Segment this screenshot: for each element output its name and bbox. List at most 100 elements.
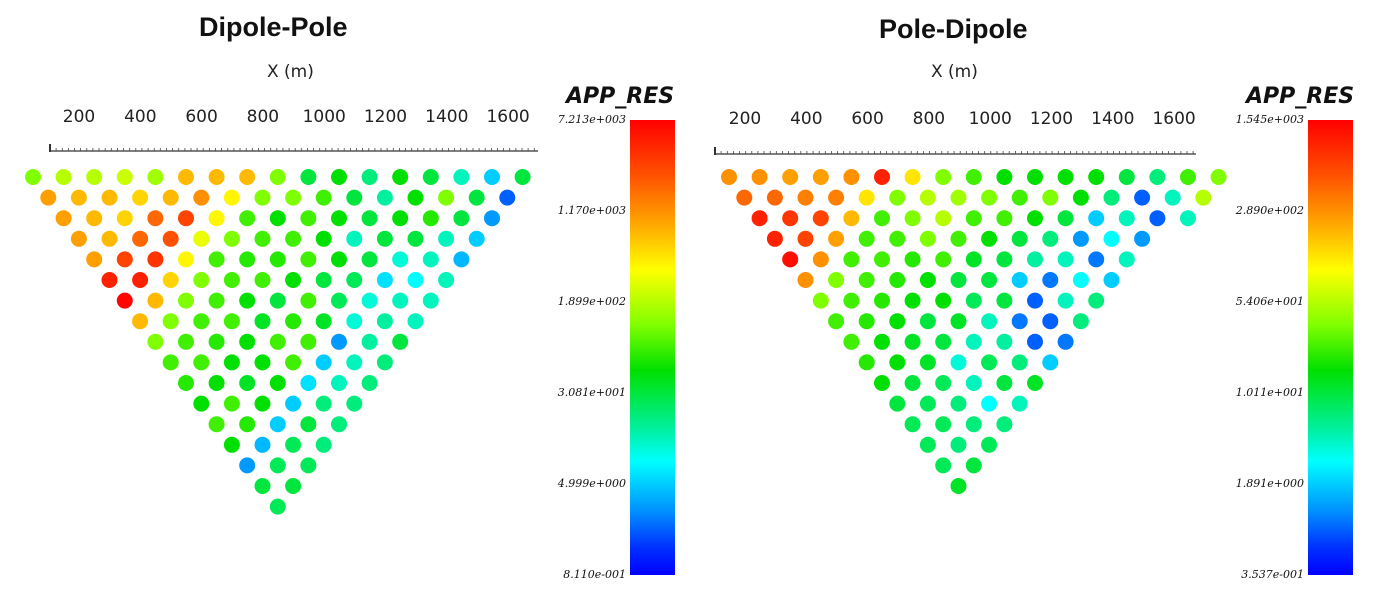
data-point: [843, 333, 860, 350]
data-point: [468, 189, 485, 206]
colorbar-tick-label: 5.406e+001: [1235, 295, 1304, 308]
data-point: [300, 333, 317, 350]
data-point: [239, 292, 256, 309]
data-point: [812, 292, 829, 309]
data-point: [904, 333, 921, 350]
data-point: [1088, 210, 1105, 227]
data-point: [269, 292, 286, 309]
data-point: [40, 189, 57, 206]
data-point: [285, 478, 302, 494]
data-point: [315, 230, 332, 247]
x-tick-label: 1400: [1091, 109, 1134, 129]
data-point: [858, 354, 875, 371]
data-point: [269, 251, 286, 268]
data-point: [1118, 210, 1135, 227]
data-point: [904, 375, 921, 391]
data-point: [1027, 251, 1043, 268]
data-point: [484, 169, 500, 185]
data-point: [178, 292, 194, 309]
data-point: [193, 354, 210, 371]
data-point: [1134, 230, 1151, 247]
data-point: [116, 169, 133, 185]
data-point: [162, 272, 179, 288]
data-point: [1072, 230, 1089, 247]
panel-pole-dipole: Pole-Dipole X (m) 200 400 600 800 1000 1200 14…: [691, 0, 1382, 610]
data-point: [950, 395, 967, 412]
data-point: [782, 210, 799, 227]
data-point: [453, 251, 470, 268]
data-point: [223, 230, 240, 247]
data-point: [828, 189, 845, 206]
data-point: [193, 189, 210, 206]
x-tick-label: 200: [729, 109, 761, 129]
data-point: [162, 354, 179, 371]
data-point: [254, 313, 271, 330]
data-point: [904, 251, 921, 268]
data-point: [300, 251, 317, 268]
data-point: [919, 354, 936, 371]
data-point: [269, 169, 286, 185]
x-tick-label: 400: [790, 109, 822, 129]
data-point: [828, 272, 845, 288]
data-point: [889, 230, 906, 247]
data-point: [147, 169, 164, 185]
data-point: [285, 436, 302, 453]
data-point: [981, 189, 998, 206]
data-point: [981, 313, 998, 330]
data-point: [1057, 251, 1074, 268]
x-tick-label: 600: [851, 109, 883, 129]
data-point: [162, 189, 179, 206]
data-point: [1042, 189, 1059, 206]
data-point: [919, 230, 936, 247]
data-point: [208, 416, 225, 433]
data-point: [361, 210, 378, 227]
data-point: [1011, 395, 1028, 412]
data-point: [70, 189, 87, 206]
data-point: [965, 169, 982, 185]
data-point: [858, 189, 875, 206]
data-point: [843, 292, 860, 309]
data-point: [208, 375, 225, 391]
data-point: [269, 498, 286, 515]
data-point: [178, 375, 194, 391]
data-point: [1103, 230, 1120, 247]
data-point: [812, 210, 829, 227]
data-point: [315, 395, 332, 412]
x-axis-label: X (m): [931, 62, 978, 82]
data-point: [453, 169, 470, 185]
data-point: [407, 189, 424, 206]
data-point: [422, 292, 439, 309]
data-point: [919, 395, 936, 412]
data-point: [178, 169, 194, 185]
data-point: [858, 230, 875, 247]
data-point: [86, 210, 103, 227]
data-point: [996, 333, 1013, 350]
data-point: [965, 292, 982, 309]
data-point: [346, 230, 363, 247]
data-point: [254, 478, 271, 494]
data-point: [965, 210, 982, 227]
panel-dipole-pole: Dipole-Pole X (m) 200 400 600 800 1000 1200 14…: [25, 12, 675, 581]
data-point: [331, 251, 347, 268]
data-point: [889, 189, 906, 206]
colorbar-tick-label: 8.110e-001: [563, 568, 626, 581]
data-point: [315, 313, 332, 330]
data-point: [392, 210, 409, 227]
data-point: [889, 395, 906, 412]
data-point: [950, 272, 967, 288]
data-point: [438, 230, 455, 247]
data-point: [1164, 189, 1181, 206]
data-point: [935, 333, 952, 350]
colorbar-tick-label: 1.891e+000: [1235, 477, 1304, 490]
data-point: [874, 169, 890, 185]
data-point: [812, 169, 829, 185]
pseudosection-plot: 200 400 600 800 1000 1200 1400 1600: [25, 107, 538, 515]
data-point: [269, 457, 286, 474]
x-tick-label: 1400: [425, 107, 468, 127]
data-point: [300, 457, 317, 474]
data-point: [208, 292, 225, 309]
data-point: [132, 230, 149, 247]
data-point: [950, 436, 967, 453]
data-point: [331, 169, 347, 185]
data-point: [1088, 169, 1105, 185]
